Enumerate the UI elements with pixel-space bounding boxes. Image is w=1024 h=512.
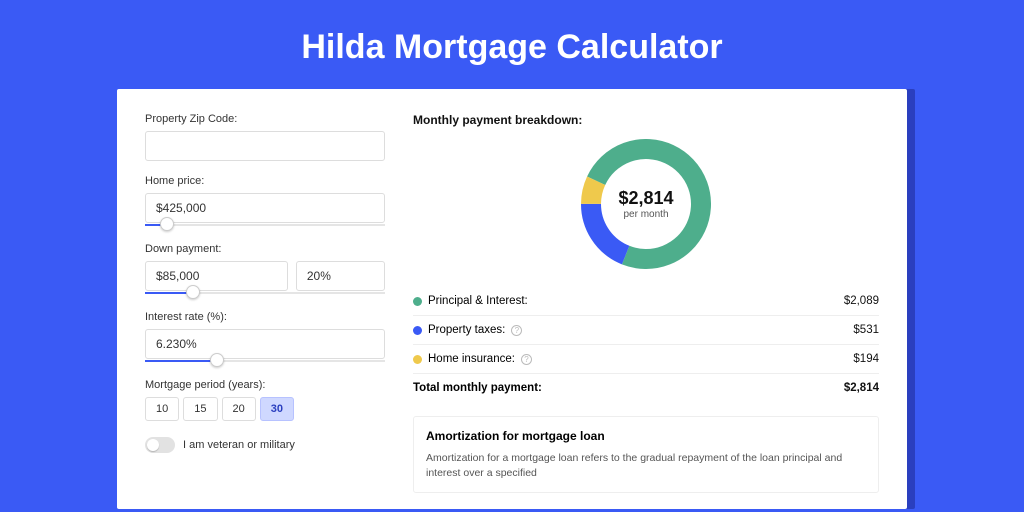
donut-chart: $2,814 per month <box>413 139 879 269</box>
donut-center: $2,814 per month <box>618 188 673 220</box>
legend-dot-insurance <box>413 355 422 364</box>
breakdown-title: Monthly payment breakdown: <box>413 113 879 127</box>
breakdown-label-principal: Principal & Interest: <box>428 295 528 307</box>
down-payment-label: Down payment: <box>145 243 385 255</box>
info-icon[interactable]: ? <box>521 354 532 365</box>
home-price-slider[interactable] <box>145 221 385 229</box>
amortization-title: Amortization for mortgage loan <box>426 429 866 443</box>
breakdown-value-insurance: $194 <box>853 353 879 365</box>
interest-rate-field: Interest rate (%): <box>145 311 385 365</box>
breakdown-rows: Principal & Interest: $2,089 Property taxe… <box>413 287 879 374</box>
veteran-toggle[interactable] <box>145 437 175 453</box>
total-label: Total monthly payment: <box>413 382 542 394</box>
donut-sub: per month <box>618 209 673 220</box>
breakdown-row-taxes: Property taxes:? $531 <box>413 316 879 345</box>
mortgage-period-field: Mortgage period (years): 10152030 <box>145 379 385 421</box>
total-row: Total monthly payment: $2,814 <box>413 374 879 402</box>
breakdown-panel: Monthly payment breakdown: $2,814 per mo… <box>413 113 879 509</box>
breakdown-label-insurance: Home insurance: <box>428 353 515 365</box>
home-price-field: Home price: <box>145 175 385 229</box>
amortization-text: Amortization for a mortgage loan refers … <box>426 451 866 480</box>
legend-dot-principal <box>413 297 422 306</box>
veteran-row: I am veteran or military <box>145 437 385 453</box>
breakdown-row-insurance: Home insurance:? $194 <box>413 345 879 374</box>
veteran-label: I am veteran or military <box>183 439 295 451</box>
zip-field: Property Zip Code: <box>145 113 385 161</box>
breakdown-label-taxes: Property taxes: <box>428 324 505 336</box>
period-option-30[interactable]: 30 <box>260 397 294 421</box>
mortgage-period-options: 10152030 <box>145 397 385 421</box>
down-payment-slider[interactable] <box>145 289 385 297</box>
zip-label: Property Zip Code: <box>145 113 385 125</box>
period-option-15[interactable]: 15 <box>183 397 217 421</box>
interest-rate-slider[interactable] <box>145 357 385 365</box>
breakdown-value-principal: $2,089 <box>844 295 879 307</box>
home-price-input[interactable] <box>145 193 385 223</box>
page-title: Hilda Mortgage Calculator <box>0 0 1024 89</box>
period-option-20[interactable]: 20 <box>222 397 256 421</box>
zip-input[interactable] <box>145 131 385 161</box>
interest-rate-input[interactable] <box>145 329 385 359</box>
interest-rate-label: Interest rate (%): <box>145 311 385 323</box>
period-option-10[interactable]: 10 <box>145 397 179 421</box>
amortization-card: Amortization for mortgage loan Amortizat… <box>413 416 879 493</box>
donut-amount: $2,814 <box>618 188 673 209</box>
breakdown-row-principal: Principal & Interest: $2,089 <box>413 287 879 316</box>
inputs-panel: Property Zip Code: Home price: Down paym… <box>145 113 385 509</box>
down-payment-field: Down payment: <box>145 243 385 297</box>
home-price-label: Home price: <box>145 175 385 187</box>
calculator-card: Property Zip Code: Home price: Down paym… <box>117 89 907 509</box>
mortgage-period-label: Mortgage period (years): <box>145 379 385 391</box>
info-icon[interactable]: ? <box>511 325 522 336</box>
breakdown-value-taxes: $531 <box>853 324 879 336</box>
legend-dot-taxes <box>413 326 422 335</box>
down-payment-amount-input[interactable] <box>145 261 288 291</box>
down-payment-percent-input[interactable] <box>296 261 385 291</box>
total-value: $2,814 <box>844 382 879 394</box>
